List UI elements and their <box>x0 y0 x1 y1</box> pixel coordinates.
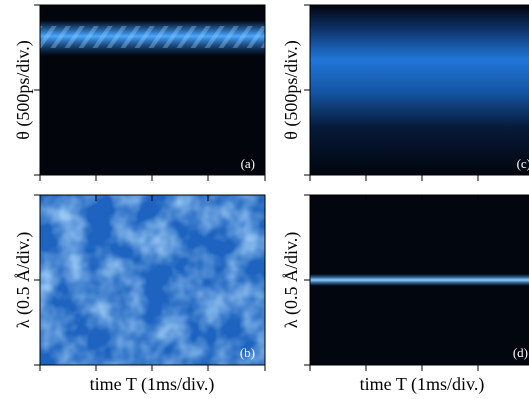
y-axis-label: θ (500ps/div.) <box>13 40 34 139</box>
panel-label: (c) <box>517 156 529 171</box>
x-axis-label: time T (1ms/div.) <box>360 374 485 395</box>
y-axis-label: λ (0.5 Å/div.) <box>13 232 34 329</box>
signal-line <box>310 274 529 286</box>
panel-image <box>310 5 529 175</box>
panel-label: (b) <box>240 345 255 360</box>
panel-label: (a) <box>241 156 255 171</box>
panel-label: (d) <box>513 345 528 360</box>
ticks <box>34 4 479 371</box>
y-axis-label: θ (500ps/div.) <box>281 40 302 139</box>
signal-streaks <box>40 26 265 48</box>
x-axis-label: time T (1ms/div.) <box>90 374 215 395</box>
y-axis-label: λ (0.5 Å/div.) <box>281 232 302 329</box>
noise-texture <box>40 195 265 365</box>
